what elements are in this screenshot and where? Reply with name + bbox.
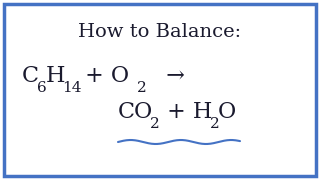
Text: O: O bbox=[218, 101, 236, 123]
Text: 6: 6 bbox=[37, 81, 47, 95]
Text: + H: + H bbox=[160, 101, 212, 123]
Text: 2: 2 bbox=[210, 117, 220, 131]
Text: H: H bbox=[46, 65, 66, 87]
Text: 14: 14 bbox=[62, 81, 82, 95]
Text: + O: + O bbox=[78, 65, 129, 87]
Text: CO: CO bbox=[118, 101, 153, 123]
Text: 2: 2 bbox=[150, 117, 160, 131]
Text: C: C bbox=[22, 65, 39, 87]
Text: 2: 2 bbox=[137, 81, 147, 95]
Text: How to Balance:: How to Balance: bbox=[78, 23, 242, 41]
Text: →: → bbox=[152, 65, 185, 87]
